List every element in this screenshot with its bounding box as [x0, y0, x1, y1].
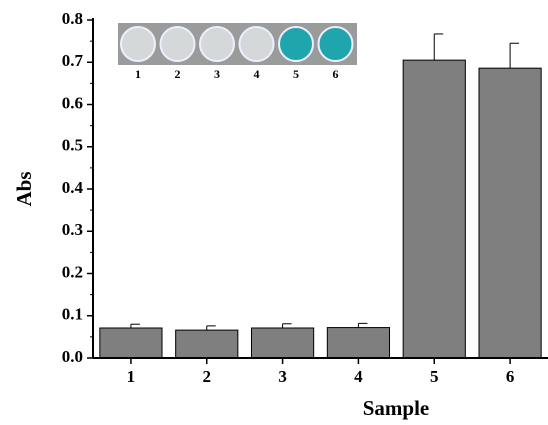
y-tick-label: 0.8	[62, 9, 83, 28]
y-tick-label: 0.4	[62, 178, 84, 197]
x-tick-label: 2	[203, 367, 212, 386]
y-tick-label: 0.2	[62, 262, 83, 281]
inset-label: 3	[214, 67, 220, 81]
inset-well	[278, 26, 314, 62]
y-tick-label: 0.5	[62, 136, 83, 155]
x-tick-label: 5	[430, 367, 439, 386]
bar	[402, 59, 466, 359]
x-tick-label: 4	[354, 367, 363, 386]
inset-well	[238, 26, 275, 62]
inset-well	[120, 26, 156, 62]
y-axis-label: Abs	[12, 171, 36, 206]
bar	[99, 327, 163, 359]
y-tick-label: 0.1	[62, 305, 83, 324]
x-tick-label: 1	[127, 367, 136, 386]
inset-well	[159, 26, 196, 62]
inset-label: 2	[175, 67, 181, 81]
inset-label: 4	[254, 67, 260, 81]
inset-label: 5	[293, 67, 299, 81]
x-axis-label: Sample	[363, 396, 430, 420]
bar	[326, 327, 391, 359]
inset-label: 1	[135, 67, 141, 81]
bar	[175, 329, 239, 359]
x-tick-label: 3	[278, 367, 287, 386]
inset-well	[199, 26, 235, 62]
y-tick-label: 0.0	[62, 347, 83, 366]
inset-image	[118, 23, 357, 65]
x-tick-label: 6	[506, 367, 515, 386]
bar	[250, 327, 315, 359]
y-tick-label: 0.3	[62, 220, 83, 239]
bar	[478, 67, 542, 359]
inset-well	[317, 26, 354, 62]
y-tick-label: 0.6	[62, 93, 83, 112]
inset-label: 6	[333, 67, 339, 81]
y-tick-label: 0.7	[62, 51, 84, 70]
